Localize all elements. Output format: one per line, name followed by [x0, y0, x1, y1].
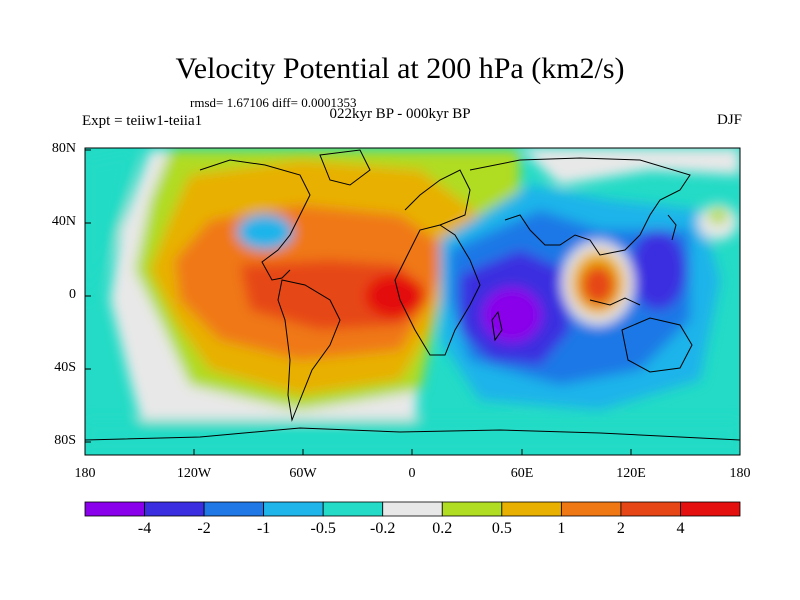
colorbar-swatch	[620, 501, 681, 517]
lon-label-180w: 180	[74, 466, 96, 481]
colorbar-swatch	[382, 501, 443, 517]
lon-label-60w: 60W	[289, 466, 317, 481]
lon-label-120e: 120E	[616, 466, 646, 481]
coast-greenland	[319, 149, 371, 186]
figure-title: Velocity Potential at 200 hPa (km2/s)	[175, 52, 625, 85]
colorbar-label: -2	[197, 520, 211, 537]
coast-north-america	[199, 159, 311, 281]
colorbar-swatch	[501, 501, 562, 517]
colorbar-label: 0.5	[491, 520, 512, 537]
tick-marks	[84, 149, 741, 455]
contour-east-pac-pos	[708, 208, 728, 224]
coast-japan	[667, 214, 677, 241]
contour-southern-band	[85, 420, 740, 455]
coast-europe-africa	[394, 169, 481, 356]
colorbar-swatch	[560, 501, 622, 517]
lat-label-40n: 40N	[51, 214, 76, 229]
lon-label-180e: 180	[729, 466, 751, 481]
colorbar-swatch	[263, 501, 324, 517]
colorbar-swatch	[84, 501, 145, 517]
colorbar-label: -4	[137, 520, 152, 537]
colorbar-label: -0.2	[370, 520, 396, 537]
coast-indonesia	[589, 297, 641, 306]
coast-south-america	[277, 279, 341, 422]
colorbar-label: 0.2	[432, 520, 453, 537]
contour-se-asia-pos2	[581, 265, 615, 305]
lat-label-80s: 80S	[54, 433, 76, 448]
contour-field	[85, 148, 740, 455]
contour-max-center	[365, 274, 425, 318]
coast-antarctica	[85, 427, 740, 441]
colorbar-swatch	[144, 501, 205, 517]
colorbar	[84, 501, 741, 517]
stats-label: rmsd= 1.67106 diff= 0.0001353	[190, 95, 357, 110]
colorbar-swatch	[441, 501, 503, 517]
lon-label-0: 0	[408, 466, 416, 481]
lon-label-60e: 60E	[510, 466, 534, 481]
colorbar-swatch	[322, 501, 384, 517]
coast-australia	[621, 317, 693, 373]
colorbar-swatch	[203, 501, 265, 517]
colorbar-label: 1	[557, 520, 566, 537]
period-label: 022kyr BP - 000kyr BP	[329, 106, 471, 122]
coast-madagascar	[491, 310, 503, 342]
colorbar-label: 4	[676, 520, 685, 537]
contour-hole-na	[237, 214, 293, 250]
colorbar-label: -1	[256, 520, 271, 537]
coastlines	[85, 149, 740, 441]
coast-eurasia	[469, 157, 691, 256]
contour-neutral-east-top	[520, 148, 740, 185]
contour-neg-2-east	[630, 230, 686, 310]
colorbar-label: 2	[616, 520, 625, 537]
experiment-label: Expt = teiiw1-teiia1	[82, 113, 203, 129]
colorbar-swatch	[680, 501, 741, 517]
contour-min-center	[482, 287, 542, 343]
season-label: DJF	[716, 112, 742, 128]
map-plot	[85, 148, 740, 455]
contour-west-tongue	[85, 150, 135, 300]
lat-label-80n: 80N	[51, 141, 76, 156]
colorbar-label: -0.5	[310, 520, 336, 537]
lat-label-40s: 40S	[54, 360, 76, 375]
lat-label-0: 0	[69, 287, 76, 302]
lon-label-120w: 120W	[176, 466, 212, 481]
